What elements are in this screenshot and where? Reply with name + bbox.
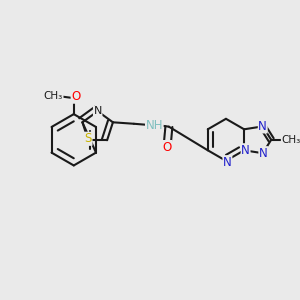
Text: O: O	[163, 141, 172, 154]
Text: N: N	[94, 106, 102, 116]
Text: NH: NH	[146, 119, 163, 132]
Text: N: N	[241, 144, 250, 157]
Text: CH₃: CH₃	[281, 135, 300, 145]
Text: N: N	[223, 156, 232, 169]
Text: CH₃: CH₃	[44, 91, 63, 101]
Text: N: N	[259, 147, 268, 160]
Text: O: O	[71, 90, 80, 103]
Text: S: S	[85, 132, 92, 145]
Text: N: N	[258, 120, 267, 133]
